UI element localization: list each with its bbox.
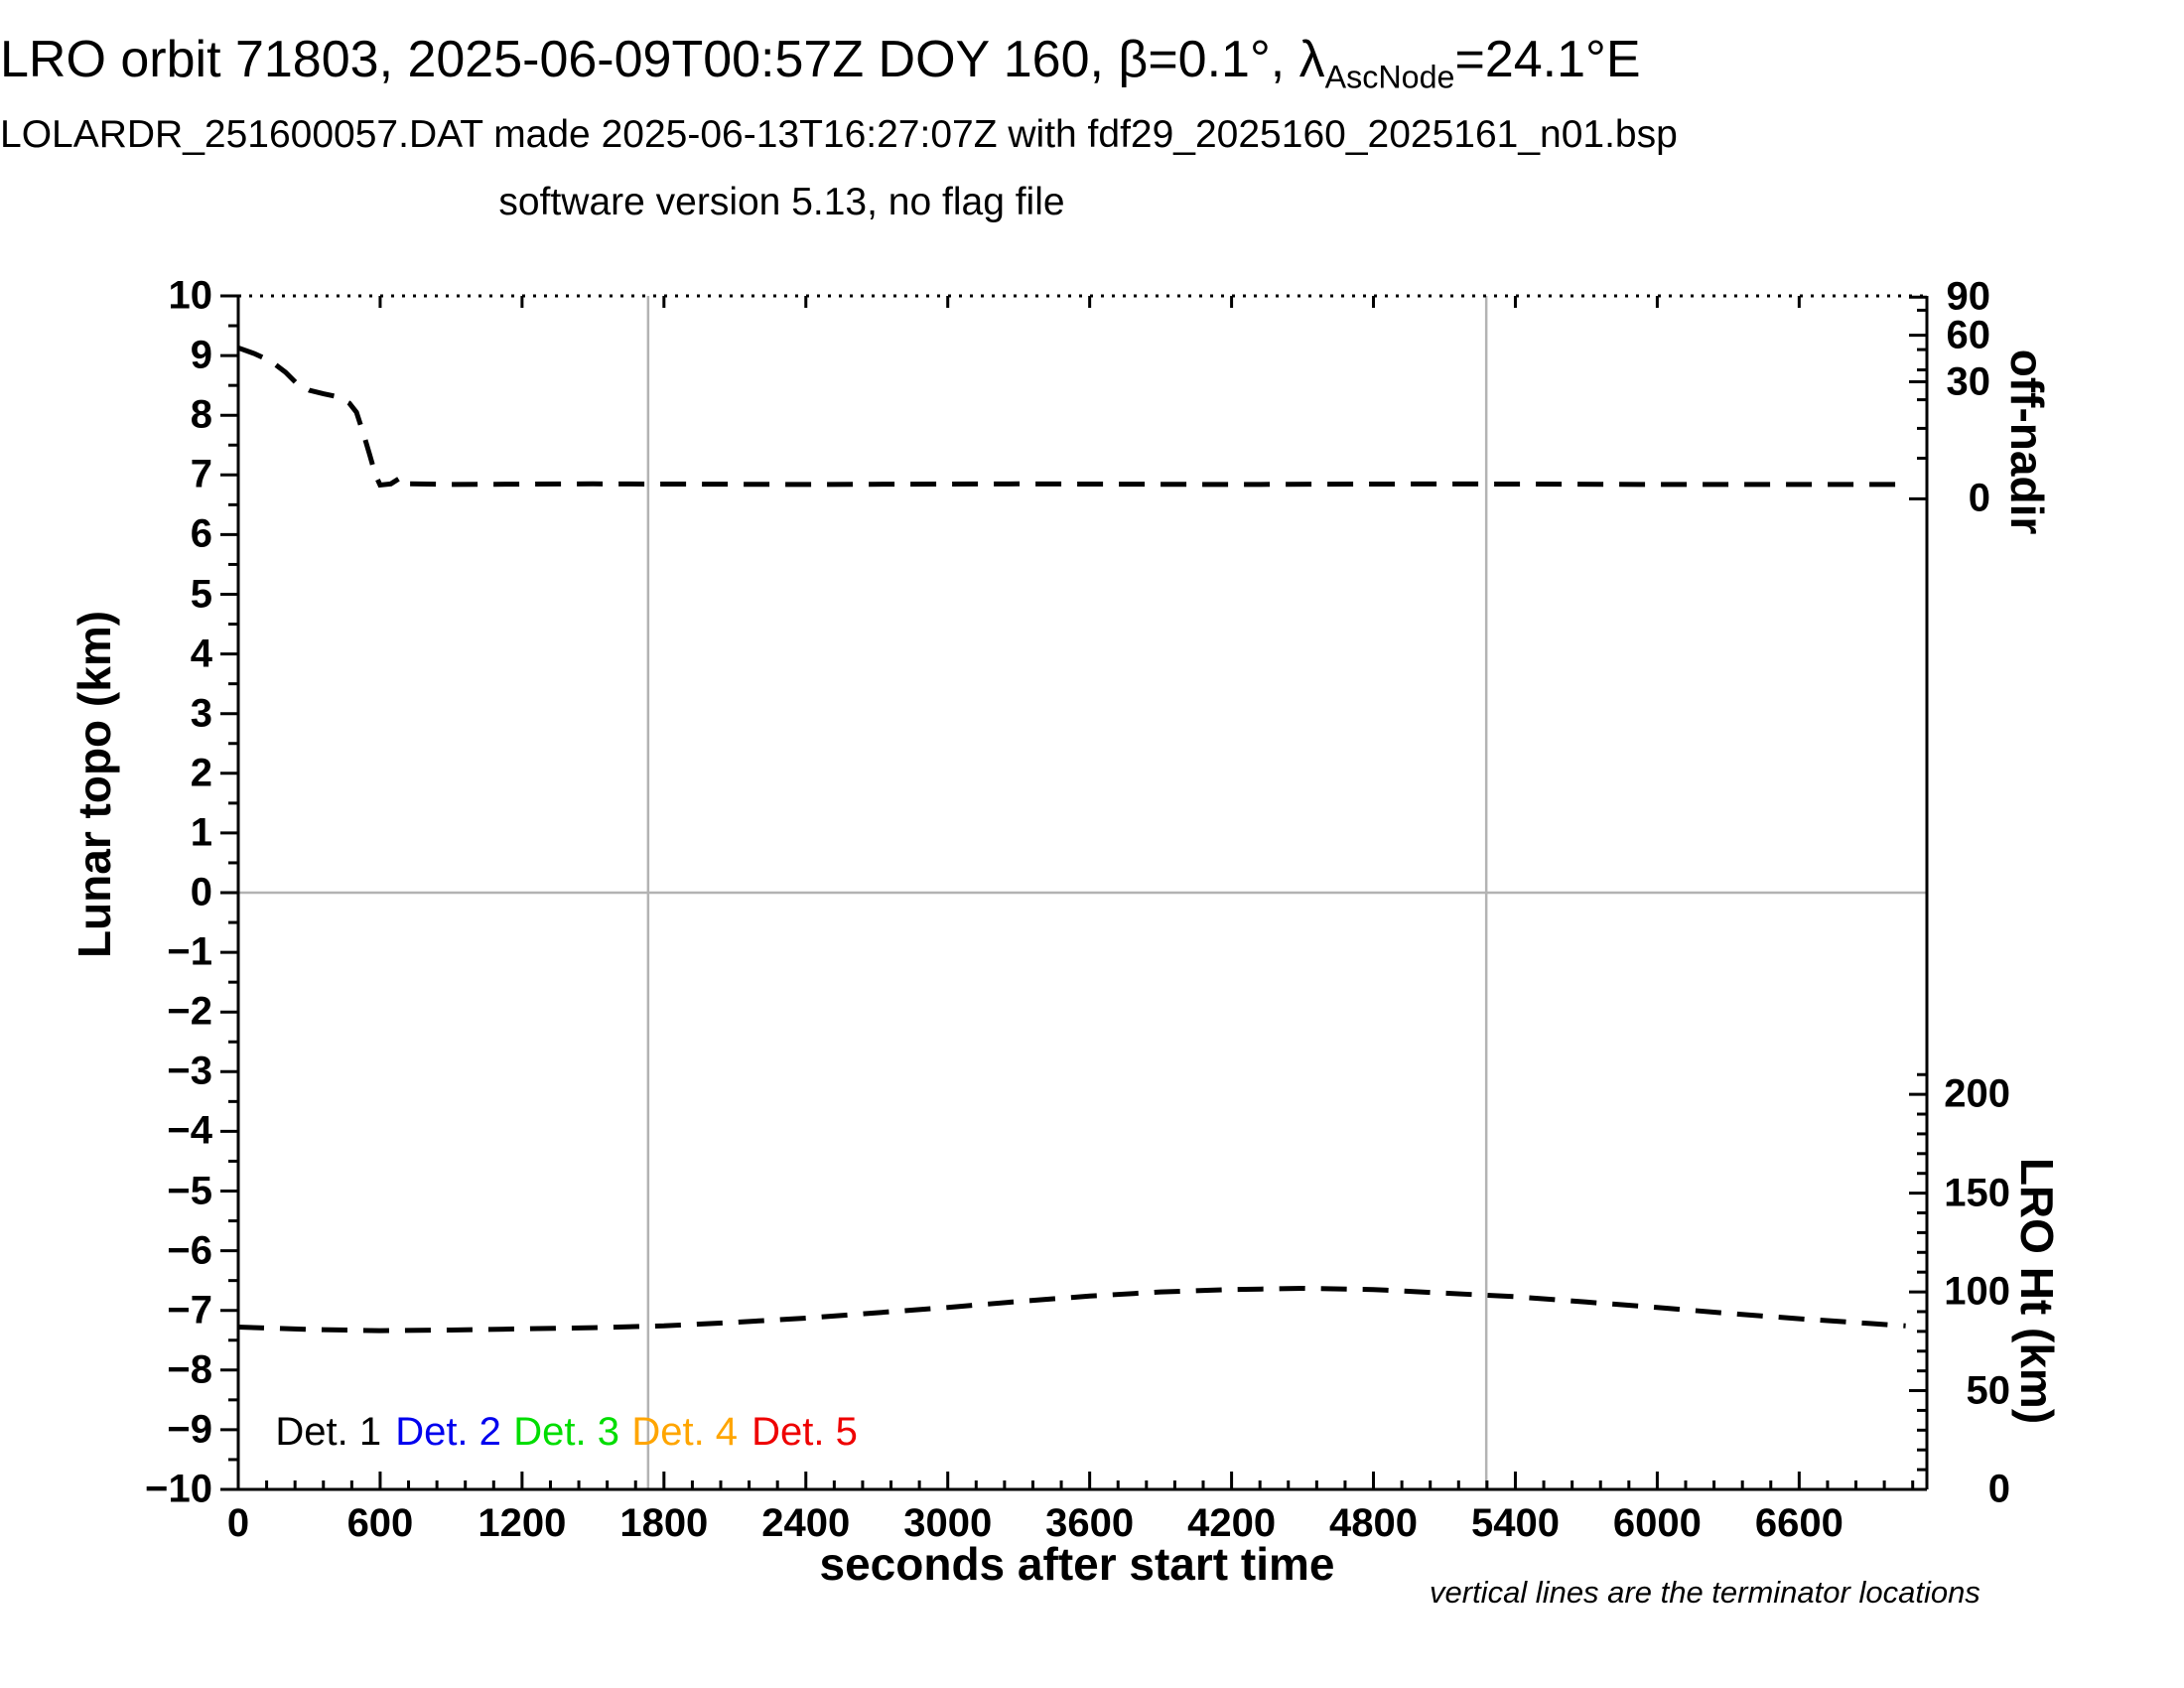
y-left-tick-label--9: −9: [167, 1407, 212, 1452]
x-tick-label-3000: 3000: [903, 1501, 993, 1545]
lro-ht-tick-label-0: 0: [1987, 1467, 2010, 1511]
y-left-tick-label--1: −1: [167, 929, 212, 974]
y-left-tick-label-3: 3: [190, 691, 212, 736]
y-left-tick-label-6: 6: [190, 511, 212, 556]
off-nadir-tick-label-60: 60: [1946, 313, 1991, 357]
y-axis-title-off-nadir: off-nadir: [2001, 349, 2053, 535]
lro-ht-tick-label-100: 100: [1944, 1269, 2010, 1314]
y-left-tick-label--4: −4: [167, 1108, 212, 1153]
y-left-tick-label-5: 5: [190, 572, 212, 616]
lro-ht-tick-label-200: 200: [1944, 1071, 2010, 1116]
y-left-tick-label-1: 1: [190, 810, 212, 855]
y-left-tick-label-7: 7: [190, 452, 212, 496]
x-tick-label-6000: 6000: [1612, 1501, 1702, 1545]
legend-item-det-4: Det. 4: [631, 1409, 739, 1454]
series-curve-1: [237, 345, 1896, 489]
y-left-tick-label-10: 10: [168, 273, 213, 318]
legend-item-det-3: Det. 3: [513, 1409, 619, 1454]
lro-ht-tick-label-150: 150: [1944, 1171, 2010, 1215]
y-left-tick-label--2: −2: [167, 989, 212, 1034]
subtitle-file-line: LOLARDR_251600057.DAT made 2025-06-13T16…: [0, 113, 1678, 156]
y-left-tick-label--6: −6: [167, 1228, 212, 1273]
x-tick-label-2400: 2400: [761, 1501, 851, 1545]
title-end: =24.1°E: [1454, 31, 1641, 88]
y-left-tick-label-4: 4: [190, 632, 212, 676]
x-tick-label-5400: 5400: [1470, 1501, 1560, 1545]
off-nadir-tick-label-0: 0: [1968, 476, 1990, 520]
y-axis-title-lro-height: LRO Ht (km): [2011, 1157, 2063, 1425]
x-tick-label-4200: 4200: [1187, 1501, 1277, 1545]
page-title: LRO orbit 71803, 2025-06-09T00:57Z DOY 1…: [0, 30, 1641, 95]
y-left-tick-label--10: −10: [145, 1467, 212, 1511]
terminator-footnote: vertical lines are the terminator locati…: [1430, 1575, 1980, 1610]
x-tick-label-6600: 6600: [1754, 1501, 1843, 1545]
x-tick-label-1200: 1200: [478, 1501, 567, 1545]
x-tick-label-0: 0: [226, 1501, 250, 1545]
y-axis-title-lunar-topo: Lunar topo (km): [68, 610, 120, 959]
lro-ht-tick-label-50: 50: [1966, 1368, 2011, 1413]
subtitle-version-line: software version 5.13, no flag file: [498, 181, 1065, 223]
y-left-tick-label-8: 8: [190, 392, 212, 437]
off-nadir-tick-label-30: 30: [1946, 359, 1991, 404]
legend-item-det-5: Det. 5: [751, 1409, 858, 1454]
x-axis-title: seconds after start time: [819, 1538, 1335, 1590]
series-curve-2: [237, 1285, 1906, 1334]
legend-item-det-2: Det. 2: [395, 1409, 501, 1454]
title-subscript: AscNode: [1324, 59, 1455, 95]
y-left-tick-label-2: 2: [190, 751, 212, 795]
x-tick-label-600: 600: [346, 1501, 414, 1545]
title-main: LRO orbit 71803, 2025-06-09T00:57Z DOY 1…: [0, 31, 1325, 88]
y-left-tick-label-0: 0: [190, 870, 212, 914]
x-tick-label-4800: 4800: [1329, 1501, 1419, 1545]
x-tick-label-3600: 3600: [1045, 1501, 1135, 1545]
y-left-tick-label--3: −3: [167, 1049, 212, 1093]
x-tick-label-1800: 1800: [619, 1501, 709, 1545]
off-nadir-tick-label-90: 90: [1946, 274, 1991, 319]
y-left-tick-label--8: −8: [167, 1347, 212, 1392]
legend-item-det-1: Det. 1: [275, 1409, 382, 1454]
y-left-tick-label--5: −5: [167, 1169, 212, 1212]
y-left-tick-label--7: −7: [167, 1288, 212, 1333]
y-left-tick-label-9: 9: [190, 333, 212, 377]
